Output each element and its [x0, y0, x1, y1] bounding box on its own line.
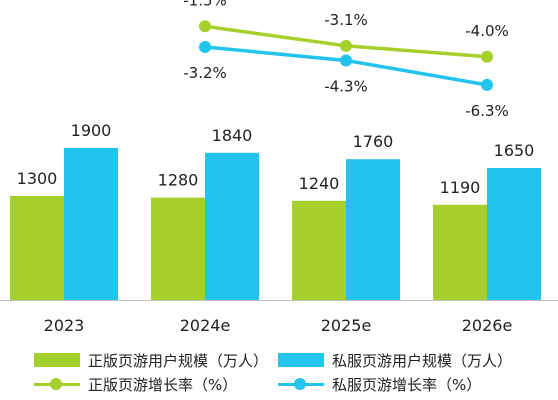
bar-0-2025e: [292, 200, 346, 300]
bar-label-0-2024e: 1280: [158, 171, 199, 190]
x-tick-label-2024e: 2024e: [180, 316, 231, 335]
legend-item-official-growth: 正版页游增长率（%）: [34, 373, 237, 395]
legend-item-private-users: 私服页游用户规模（万人）: [278, 349, 512, 371]
line-label-1-2025e: -4.3%: [324, 77, 368, 95]
bar-label-0-2025e: 1240: [299, 174, 340, 193]
legend-swatch-official-growth: [34, 377, 80, 391]
legend-swatch-private-users: [278, 353, 324, 367]
legend-swatch-private-growth: [278, 377, 324, 391]
bar-0-2023: [10, 196, 64, 300]
bar-1-2025e: [346, 159, 400, 300]
legend-item-official-users: 正版页游用户规模（万人）: [34, 349, 268, 371]
legend-item-private-growth: 私服页游增长率（%）: [278, 373, 481, 395]
line-point-0-2025e: [340, 39, 352, 52]
bar-1-2026e: [487, 168, 541, 300]
bar-1-2024e: [205, 152, 259, 300]
x-tick-label-2026e: 2026e: [462, 316, 513, 335]
bar-label-0-2026e: 1190: [440, 178, 481, 197]
bar-label-1-2025e: 1760: [353, 132, 394, 151]
bar-label-1-2023: 1900: [71, 121, 112, 140]
legend-swatch-official-users: [34, 353, 80, 367]
chart-canvas: 1300 1900 2023 1280 1840 2024e 1240 1760 2025e 11…: [0, 0, 558, 335]
bar-0-2026e: [433, 204, 487, 300]
line-point-1-2026e: [481, 78, 493, 91]
x-tick-label-2025e: 2025e: [321, 316, 372, 335]
x-tick-label-2023: 2023: [44, 316, 85, 335]
line-label-1-2024e: -3.2%: [183, 64, 227, 82]
line-point-1-2025e: [340, 54, 352, 67]
line-point-0-2026e: [481, 50, 493, 63]
legend-label-private-users: 私服页游用户规模（万人）: [332, 351, 513, 370]
bar-label-1-2024e: 1840: [212, 126, 253, 145]
line-label-0-2024e: -1.5%: [183, 0, 227, 9]
legend-label-official-users: 正版页游用户规模（万人）: [88, 351, 269, 370]
line-point-1-2024e: [199, 41, 211, 54]
bar-label-1-2026e: 1650: [494, 141, 535, 160]
chart-legend: 正版页游用户规模（万人） 私服页游用户规模（万人） 正版页游增长率（%） 私服页…: [0, 345, 558, 400]
bar-1-2023: [64, 148, 118, 300]
legend-label-private-growth: 私服页游增长率（%）: [332, 375, 482, 394]
bar-label-0-2023: 1300: [17, 169, 58, 188]
line-label-0-2025e: -3.1%: [324, 11, 368, 29]
line-point-0-2024e: [199, 20, 211, 33]
legend-label-official-growth: 正版页游增长率（%）: [88, 375, 238, 394]
bar-0-2024e: [151, 197, 205, 300]
line-label-1-2026e: -6.3%: [465, 102, 509, 120]
line-label-0-2026e: -4.0%: [465, 22, 509, 40]
